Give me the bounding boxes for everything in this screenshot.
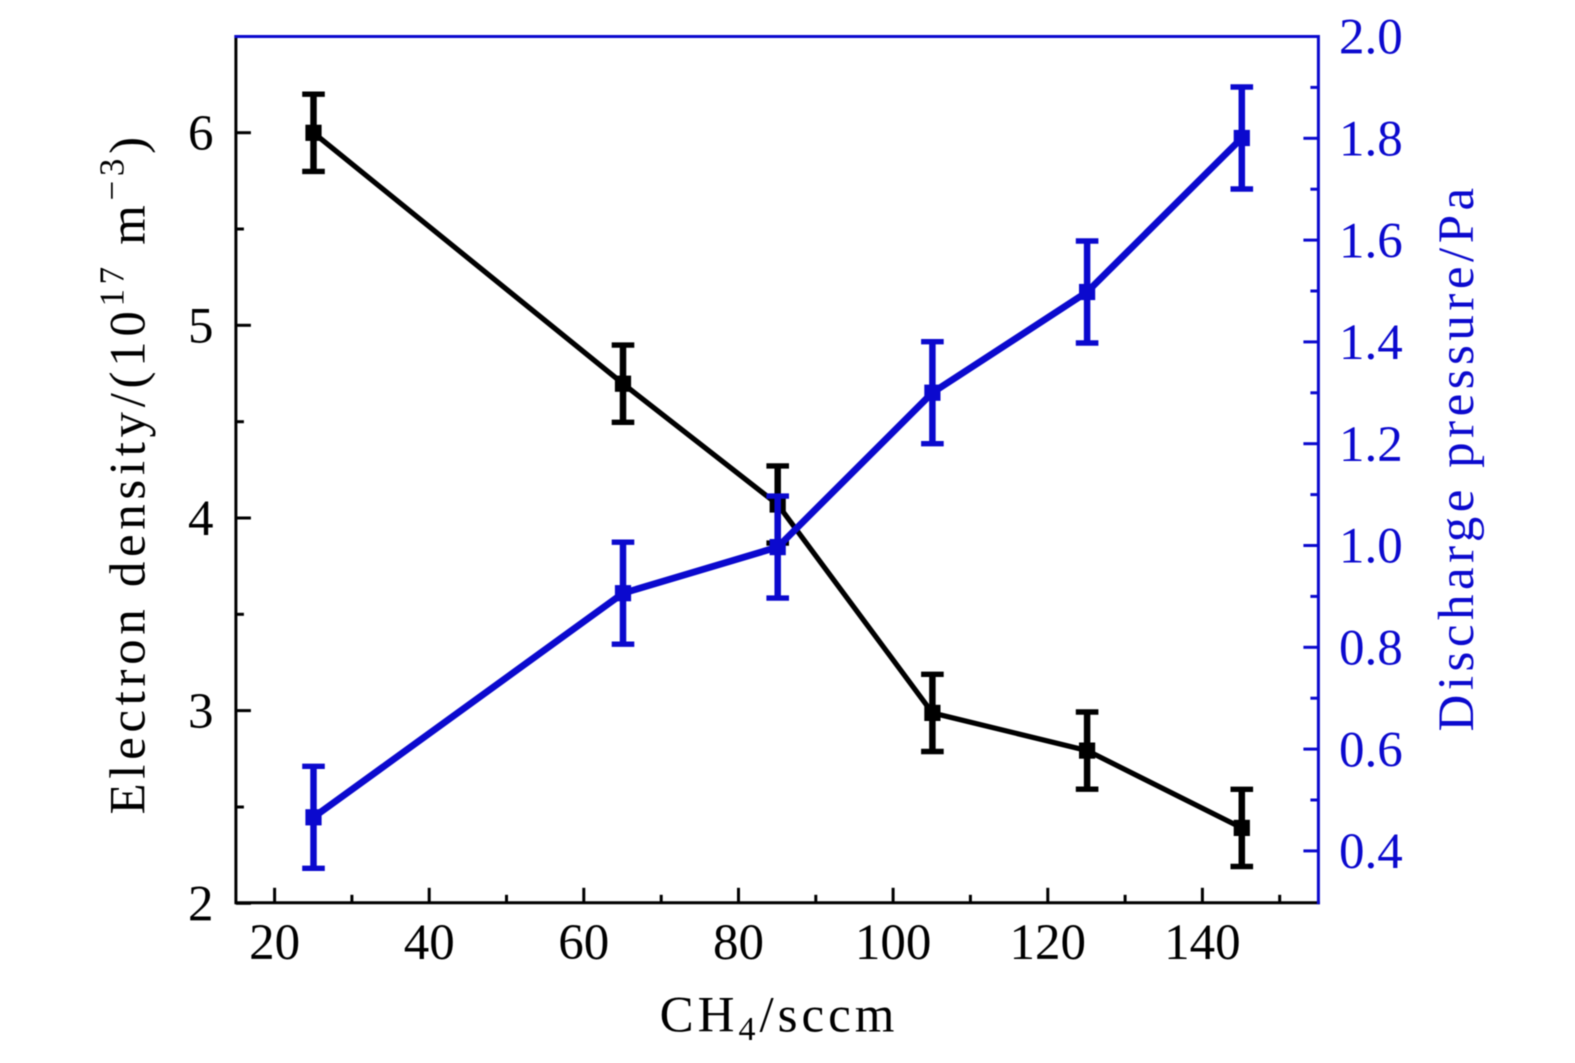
svg-text:5: 5 [188,299,214,355]
svg-text:1.2: 1.2 [1339,417,1403,473]
svg-text:20: 20 [249,915,300,971]
svg-text:0.8: 0.8 [1339,621,1403,677]
svg-text:1.8: 1.8 [1339,112,1403,168]
svg-text:Discharge pressure/Pa: Discharge pressure/Pa [1429,183,1485,731]
svg-text:1.6: 1.6 [1339,213,1403,269]
svg-text:0.6: 0.6 [1339,722,1403,778]
svg-text:100: 100 [855,915,932,971]
svg-text:60: 60 [558,915,609,971]
svg-text:120: 120 [1010,915,1087,971]
svg-text:1.4: 1.4 [1339,315,1403,371]
svg-text:0.4: 0.4 [1339,824,1403,880]
svg-text:6: 6 [188,106,214,162]
svg-text:80: 80 [713,915,764,971]
svg-text:2: 2 [188,877,214,933]
svg-text:CH4/sccm: CH4/sccm [660,988,899,1049]
svg-text:3: 3 [188,684,214,740]
svg-text:Electron density/(1017 m−3): Electron density/(1017 m−3) [93,132,157,814]
svg-text:4: 4 [188,491,214,547]
svg-text:1.0: 1.0 [1339,519,1403,575]
svg-text:2.0: 2.0 [1339,10,1403,66]
svg-text:40: 40 [404,915,455,971]
svg-text:140: 140 [1164,915,1241,971]
